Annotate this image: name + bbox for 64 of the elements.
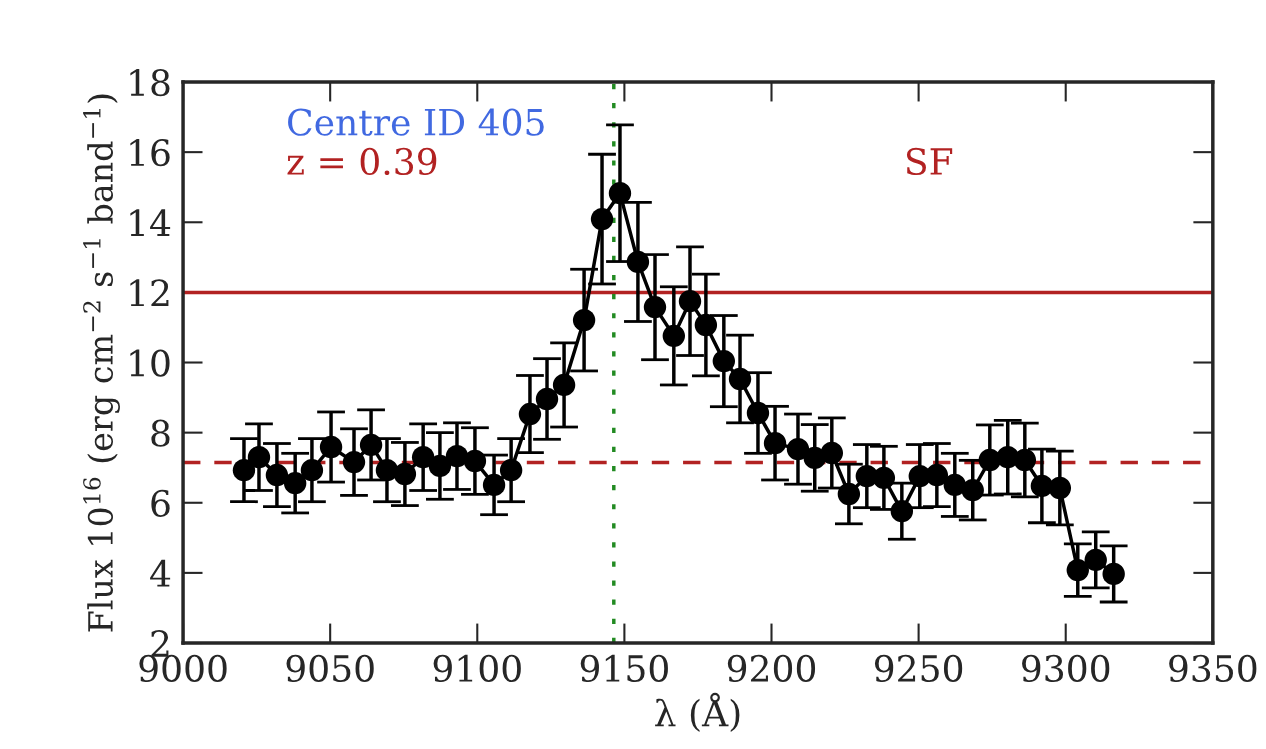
annotation: SF xyxy=(906,147,953,176)
annotation: z = 0.39 xyxy=(287,147,437,176)
point xyxy=(728,367,752,391)
point xyxy=(786,437,810,461)
point xyxy=(890,499,914,523)
point xyxy=(359,433,383,457)
annotation: Centre ID 405 xyxy=(288,108,544,136)
point xyxy=(872,466,896,490)
point xyxy=(342,450,366,474)
point xyxy=(375,458,399,482)
y-tick-label: 14 xyxy=(130,209,171,236)
point xyxy=(820,441,844,465)
x-tick-label: 9100 xyxy=(433,654,521,683)
point xyxy=(746,401,770,425)
point xyxy=(428,454,452,478)
point xyxy=(694,313,718,337)
point xyxy=(608,181,632,205)
point xyxy=(662,324,686,348)
point xyxy=(319,435,343,459)
x-tick-label: 9050 xyxy=(286,654,374,683)
point xyxy=(1013,448,1037,472)
point xyxy=(1084,548,1107,572)
point xyxy=(552,373,576,397)
point xyxy=(626,250,650,274)
point xyxy=(712,349,736,373)
point xyxy=(393,462,417,486)
x-tick-label: 9250 xyxy=(874,654,963,683)
point xyxy=(678,289,702,313)
point xyxy=(590,207,614,231)
point xyxy=(283,471,307,495)
point xyxy=(925,463,949,487)
x-tick-label: 9200 xyxy=(727,654,816,683)
y-tick-label: 6 xyxy=(151,489,170,517)
x-tick-label: 9300 xyxy=(1022,654,1110,683)
point xyxy=(232,458,256,482)
y-tick-label: 8 xyxy=(151,419,170,447)
point xyxy=(265,463,289,487)
x-tick-label: 9350 xyxy=(1169,654,1257,683)
point xyxy=(445,444,469,468)
point xyxy=(837,482,861,506)
text: Flux 10$^{16}$ (erg cm$^{−2}$ s$^{−1}$ band$^{−1}$) xyxy=(83,94,120,632)
y-tick-label: 4 xyxy=(150,559,171,587)
y-tick-label: 12 xyxy=(130,279,169,307)
point xyxy=(482,473,506,497)
point xyxy=(961,478,984,502)
point xyxy=(518,402,542,426)
x-axis-title: λ (Å) xyxy=(655,692,740,732)
point xyxy=(499,458,523,482)
point xyxy=(643,295,667,319)
point xyxy=(247,445,271,469)
point xyxy=(1102,562,1125,586)
y-tick-label: 10 xyxy=(130,349,170,377)
point xyxy=(943,473,966,497)
point xyxy=(1048,476,1072,500)
y-tick-label: 16 xyxy=(130,139,170,167)
point xyxy=(1066,558,1089,582)
point xyxy=(463,449,487,473)
y-tick-label: 18 xyxy=(130,68,170,97)
point xyxy=(300,458,324,482)
point xyxy=(763,431,787,455)
point xyxy=(411,445,435,469)
point xyxy=(572,308,596,332)
point xyxy=(535,387,559,411)
x-tick-label: 9150 xyxy=(580,654,668,683)
